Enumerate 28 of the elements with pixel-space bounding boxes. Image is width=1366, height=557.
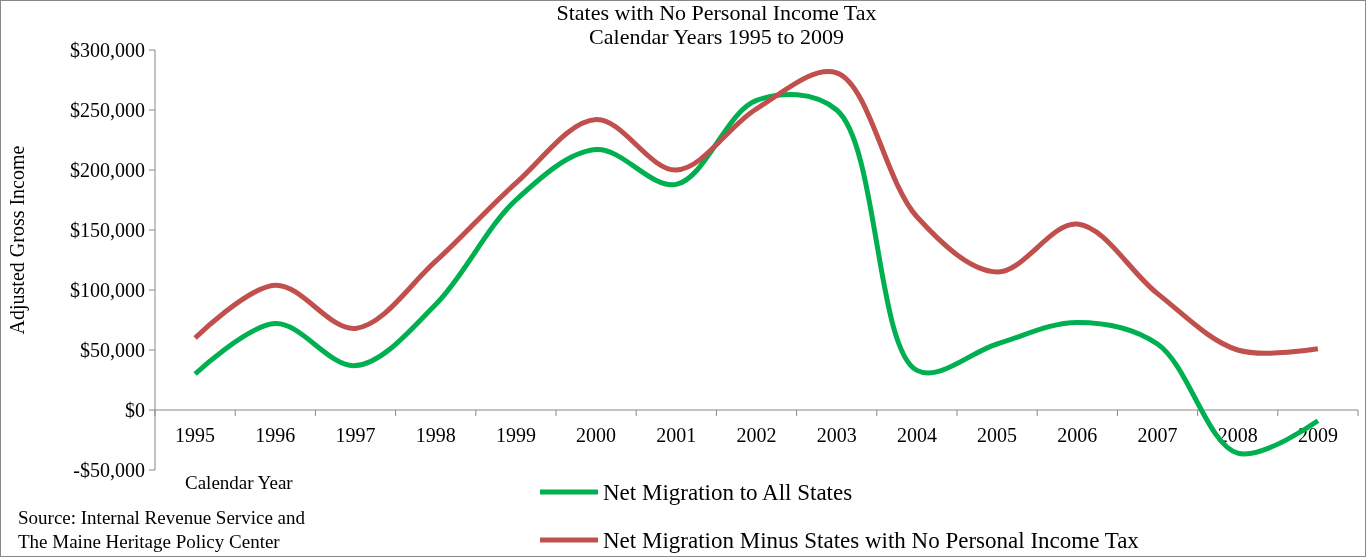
x-tick-label: 1999 bbox=[495, 424, 536, 446]
y-tick-label: $150,000 bbox=[70, 219, 145, 241]
x-tick-label: 2006 bbox=[1057, 424, 1098, 446]
x-tick-label: 1997 bbox=[335, 424, 376, 446]
y-axis-title: Adjusted Gross Income bbox=[6, 145, 29, 335]
x-tick-label: 2004 bbox=[896, 424, 937, 446]
x-tick-label: 2009 bbox=[1297, 424, 1338, 446]
x-tick-label: 2003 bbox=[816, 424, 857, 446]
y-tick-label: $50,000 bbox=[80, 339, 145, 361]
legend-label: Net Migration to All States bbox=[603, 480, 853, 506]
y-tick-label: $0 bbox=[125, 399, 145, 421]
y-tick-label: -$50,000 bbox=[73, 459, 145, 481]
y-tick-label: $250,000 bbox=[70, 99, 145, 121]
y-tick-label: $300,000 bbox=[70, 39, 145, 61]
source-note: Source: Internal Revenue Service and The Maine Heritage Policy Center bbox=[18, 507, 306, 552]
y-tick-label: $100,000 bbox=[70, 279, 145, 301]
x-tick-label: 2005 bbox=[977, 424, 1018, 446]
legend-label: Net Migration Minus States with No Personal Income Tax bbox=[603, 528, 1140, 554]
x-tick-label: 2002 bbox=[736, 424, 777, 446]
x-tick-label: 2007 bbox=[1137, 424, 1178, 446]
x-tick-label: 2001 bbox=[656, 424, 697, 446]
x-tick-label: 2000 bbox=[576, 424, 617, 446]
chart-title: States with No Personal Income Tax Calendar Years 1995 to 2009 bbox=[556, 0, 877, 49]
x-tick-label: 1995 bbox=[175, 424, 216, 446]
x-tick-label: 1996 bbox=[255, 424, 296, 446]
x-axis-title: Calendar Year bbox=[185, 472, 294, 493]
x-tick-label: 1998 bbox=[415, 424, 456, 446]
y-tick-label: $200,000 bbox=[70, 159, 145, 181]
